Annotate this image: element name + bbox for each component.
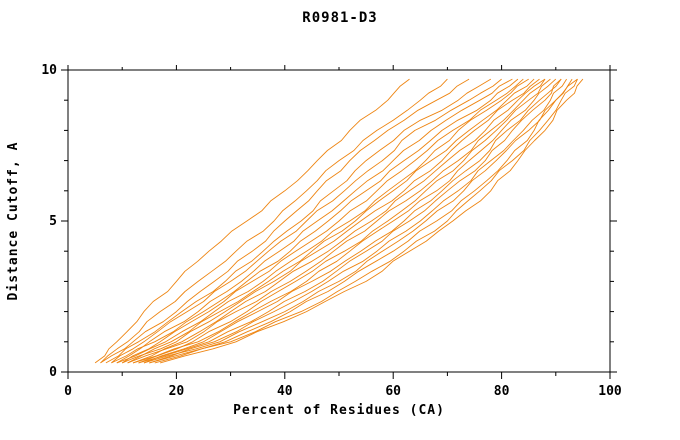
model-curve bbox=[122, 78, 540, 364]
x-tick-label: 20 bbox=[169, 384, 185, 399]
model-curve bbox=[121, 78, 524, 364]
model-curve bbox=[149, 78, 567, 364]
y-axis-label: Distance Cutoff, A bbox=[6, 142, 21, 301]
model-curve bbox=[132, 78, 546, 364]
model-curve bbox=[138, 78, 551, 364]
model-curve bbox=[100, 78, 470, 364]
x-tick-label: 60 bbox=[385, 384, 401, 399]
x-axis-label: Percent of Residues (CA) bbox=[233, 403, 445, 418]
x-tick-label: 100 bbox=[598, 384, 622, 399]
plot-area: 0 20 40 60 80 100 0 5 10 bbox=[41, 63, 622, 399]
model-curve bbox=[149, 78, 578, 364]
model-curve bbox=[154, 78, 578, 364]
model-curve bbox=[127, 78, 546, 364]
y-tick-label: 5 bbox=[49, 214, 57, 229]
x-tick-label: 40 bbox=[277, 384, 293, 399]
model-curve bbox=[105, 78, 492, 364]
model-curve bbox=[143, 78, 573, 364]
model-curve bbox=[111, 78, 502, 364]
model-curve bbox=[100, 78, 448, 364]
model-curve bbox=[111, 78, 519, 364]
model-curve bbox=[138, 78, 562, 364]
y-tick-label: 0 bbox=[49, 365, 57, 380]
model-curve bbox=[127, 78, 535, 364]
model-curve bbox=[94, 78, 410, 364]
x-tick-label: 80 bbox=[494, 384, 510, 399]
y-tick-label: 10 bbox=[41, 63, 57, 78]
model-curve bbox=[116, 78, 529, 364]
model-curve bbox=[116, 78, 513, 364]
chart-title: R0981-D3 bbox=[302, 10, 377, 26]
model-curve bbox=[159, 78, 584, 364]
model-curve bbox=[132, 78, 557, 364]
x-tick-label: 0 bbox=[64, 384, 72, 399]
model-curve bbox=[143, 78, 562, 364]
